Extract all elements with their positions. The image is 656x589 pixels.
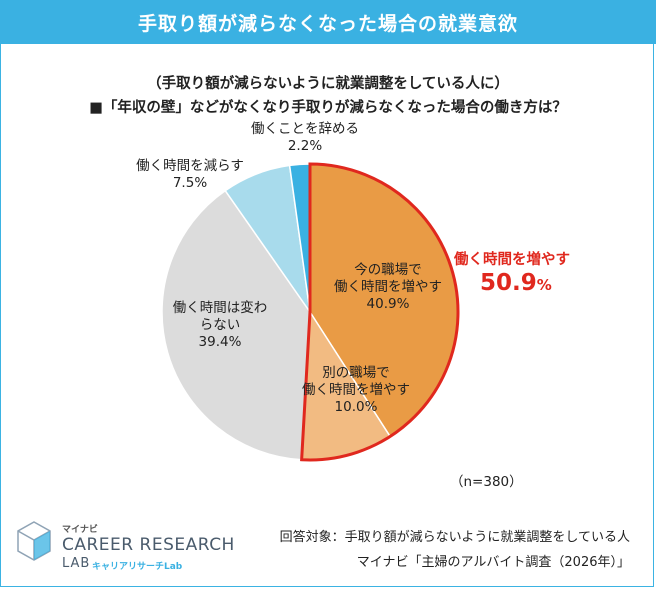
highlight-outline	[300, 162, 460, 462]
slice-no-change	[161, 189, 311, 461]
respondent-target: 回答対象：手取り額が減らないように就業調整をしている人	[279, 530, 630, 545]
career-research-lab-logo: マイナビ CAREER RESEARCH LAB キャリアリサーチLab	[14, 516, 234, 576]
cube-logo-icon	[17, 521, 51, 561]
slice-label-quit: 働くことを辞める 2.2%	[251, 121, 359, 154]
highlight-label: 働く時間を増やす	[454, 252, 570, 268]
sample-size: （n=380）	[450, 474, 523, 490]
slice-label-no-change: 働く時間は変わ らない 39.4%	[172, 300, 268, 350]
slice-label-current-job: 今の職場で 働く時間を増やす 40.9%	[334, 262, 442, 312]
data-source: マイナビ「主婦のアルバイト調査（2026年）」	[356, 555, 630, 570]
page-title: 手取り額が減らなくなった場合の就業意欲	[0, 0, 656, 44]
highlight-value: 50.9%	[480, 270, 552, 296]
question-line-2: ■「年収の壁」などがなくなり手取りが減らなくなった場合の働き方は？	[89, 100, 567, 116]
slice-label-other-job: 別の職場で 働く時間を増やす 10.0%	[302, 365, 410, 415]
question-line-1: （手取り額が減らないように就業調整をしている人に）	[147, 76, 509, 92]
slice-label-reduce: 働く時間を減らす 7.5%	[136, 158, 244, 191]
